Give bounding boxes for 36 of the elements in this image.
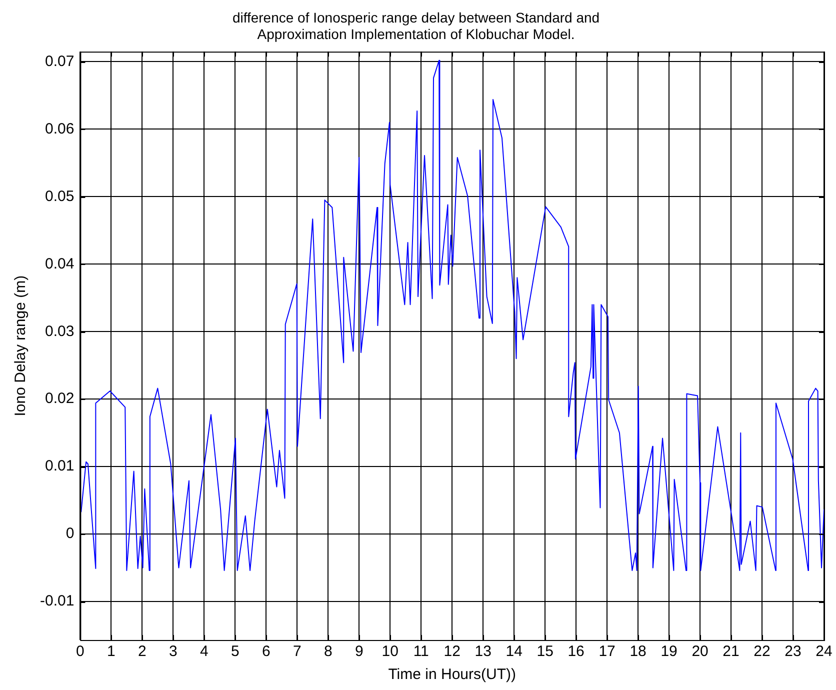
x-tick-label: 13 (474, 643, 492, 660)
y-tick-label: 0 (66, 525, 74, 542)
x-tick-label: 12 (444, 643, 460, 660)
x-tick-label: 9 (354, 643, 364, 660)
x-tick-label: 21 (722, 643, 740, 660)
x-tick-label: 11 (413, 643, 429, 660)
x-tick-label: 7 (292, 643, 302, 660)
chart-title: difference of Ionosperic range delay between Standard and Approximation Implementation of Klobuchar Model. (232, 9, 600, 42)
x-tick-label: 1 (107, 643, 116, 660)
x-tick-label: 19 (660, 643, 678, 660)
y-tick-label: -0.01 (40, 592, 74, 610)
x-tick-label: 24 (816, 643, 832, 660)
y-tick-label: 0.03 (44, 322, 74, 340)
x-axis-title: Time in Hours(UT)) (388, 666, 516, 684)
x-tick-label: 8 (324, 643, 332, 660)
x-tick-label: 6 (262, 643, 270, 660)
x-tick-label: 15 (536, 643, 554, 660)
x-tick-label: 22 (754, 643, 770, 660)
x-tick-label: 4 (200, 643, 208, 660)
y-axis-title: Iono Delay range (m) (12, 275, 30, 416)
y-tick-label: 0.05 (44, 188, 74, 205)
x-tick-label: 23 (784, 643, 802, 660)
x-tick-label: 17 (598, 643, 616, 660)
y-tick-label: 0.07 (44, 52, 74, 70)
x-tick-label: 18 (630, 643, 646, 660)
x-tick-label: 16 (568, 643, 584, 660)
x-tick-label: 3 (168, 643, 178, 660)
y-tick-label: 0.06 (44, 120, 74, 138)
x-tick-label: 14 (506, 643, 522, 660)
x-tick-label: 2 (138, 643, 146, 660)
x-tick-label: 10 (382, 643, 398, 660)
y-tick-label: 0.04 (44, 255, 74, 272)
y-tick-label: 0.01 (44, 458, 74, 475)
x-tick-label: 20 (692, 643, 708, 660)
y-tick-label: 0.02 (44, 390, 74, 408)
x-tick-label: 5 (230, 643, 240, 660)
